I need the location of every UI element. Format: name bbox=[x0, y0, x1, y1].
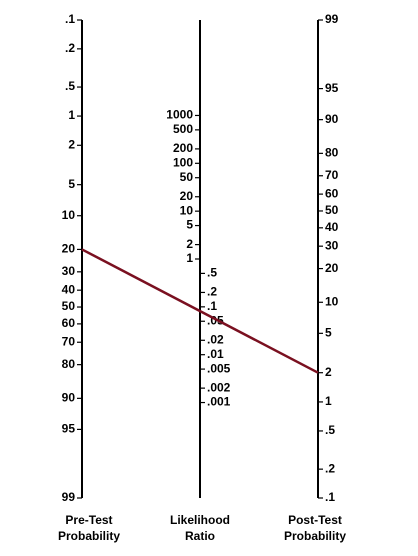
likelihood-tick-label: .01 bbox=[207, 347, 224, 361]
pretest-tick-label: 95 bbox=[62, 422, 76, 436]
posttest-tick-label: 5 bbox=[325, 326, 332, 340]
posttest-tick-label: 90 bbox=[325, 112, 339, 126]
posttest-tick-label: 99 bbox=[325, 12, 339, 26]
pretest-tick-label: 80 bbox=[62, 357, 76, 371]
posttest-probability-axis: 99 95 90 80 70 60 50 40 30 20 10 5 2 1 .5 .2 .1 bbox=[317, 12, 339, 504]
pretest-tick-label: .5 bbox=[65, 79, 75, 93]
pretest-axis-title: Pre-Test Probability bbox=[34, 512, 144, 544]
likelihood-tick-label: .001 bbox=[207, 395, 231, 409]
pretest-title-line1: Pre-Test bbox=[65, 513, 113, 527]
pretest-tick-label: .2 bbox=[65, 41, 75, 55]
posttest-tick-label: .1 bbox=[325, 490, 335, 504]
likelihood-tick-label: .02 bbox=[207, 332, 224, 346]
pretest-tick-label: 70 bbox=[62, 334, 76, 348]
posttest-tick-label: 70 bbox=[325, 168, 339, 182]
pretest-tick-label: 2 bbox=[68, 137, 75, 151]
posttest-tick-label: 80 bbox=[325, 146, 339, 160]
likelihood-tick-label: .002 bbox=[207, 380, 231, 394]
likelihood-tick-label: 200 bbox=[173, 141, 193, 155]
pretest-title-line2: Probability bbox=[57, 529, 120, 543]
likelihood-tick-label: .2 bbox=[207, 285, 217, 299]
posttest-tick-label: 50 bbox=[325, 203, 339, 217]
posttest-tick-label: 30 bbox=[325, 238, 339, 252]
posttest-tick-label: .2 bbox=[325, 461, 335, 475]
posttest-tick-label: 10 bbox=[325, 294, 339, 308]
posttest-tick-label: 40 bbox=[325, 220, 339, 234]
result-layer bbox=[81, 248, 319, 374]
pretest-tick-label: 60 bbox=[62, 316, 76, 330]
pretest-tick-label: 20 bbox=[62, 242, 76, 256]
pretest-tick-label: 90 bbox=[62, 391, 76, 405]
pretest-probability-axis: .1 .2 .5 1 2 5 10 20 30 40 50 60 70 80 90 95 99 bbox=[62, 12, 83, 504]
likelihood-title-line1: Likelihood bbox=[170, 513, 230, 527]
likelihood-tick-label: 1000 bbox=[166, 108, 193, 122]
likelihood-tick-label: 500 bbox=[173, 122, 193, 136]
posttest-tick-label: 95 bbox=[325, 81, 339, 95]
pretest-tick-label: 5 bbox=[68, 177, 75, 191]
likelihood-tick-label: .005 bbox=[207, 361, 231, 375]
pretest-tick-label: .1 bbox=[65, 12, 75, 26]
result-line bbox=[81, 248, 319, 374]
posttest-tick-label: .5 bbox=[325, 423, 335, 437]
posttest-tick-label: 2 bbox=[325, 365, 332, 379]
likelihood-tick-label: 1 bbox=[186, 251, 193, 265]
pretest-tick-label: 40 bbox=[62, 282, 76, 296]
posttest-tick-label: 60 bbox=[325, 186, 339, 200]
likelihood-tick-label: 10 bbox=[180, 203, 194, 217]
pretest-tick-label: 50 bbox=[62, 299, 76, 313]
pretest-tick-label: 99 bbox=[62, 490, 76, 504]
likelihood-tick-label: 5 bbox=[186, 218, 193, 232]
likelihood-ratio-axis: 1000500200100502010521.5.2.1.05.02.01.00… bbox=[166, 20, 231, 498]
likelihood-tick-label: 2 bbox=[186, 237, 193, 251]
pretest-tick-label: 10 bbox=[62, 208, 76, 222]
posttest-title-line1: Post-Test bbox=[288, 513, 342, 527]
posttest-title-line2: Probability bbox=[283, 529, 346, 543]
likelihood-tick-label: .1 bbox=[207, 299, 217, 313]
posttest-axis-title: Post-Test Probability bbox=[260, 512, 370, 544]
likelihood-title-line2: Ratio bbox=[185, 529, 215, 543]
likelihood-axis-title: Likelihood Ratio bbox=[145, 512, 255, 544]
likelihood-tick-label: 20 bbox=[180, 189, 194, 203]
pretest-tick-label: 30 bbox=[62, 264, 76, 278]
posttest-tick-label: 20 bbox=[325, 261, 339, 275]
posttest-tick-label: 1 bbox=[325, 394, 332, 408]
likelihood-tick-label: 100 bbox=[173, 155, 193, 169]
likelihood-tick-label: .5 bbox=[207, 266, 217, 280]
likelihood-tick-label: 50 bbox=[180, 170, 194, 184]
pretest-tick-label: 1 bbox=[68, 108, 75, 122]
